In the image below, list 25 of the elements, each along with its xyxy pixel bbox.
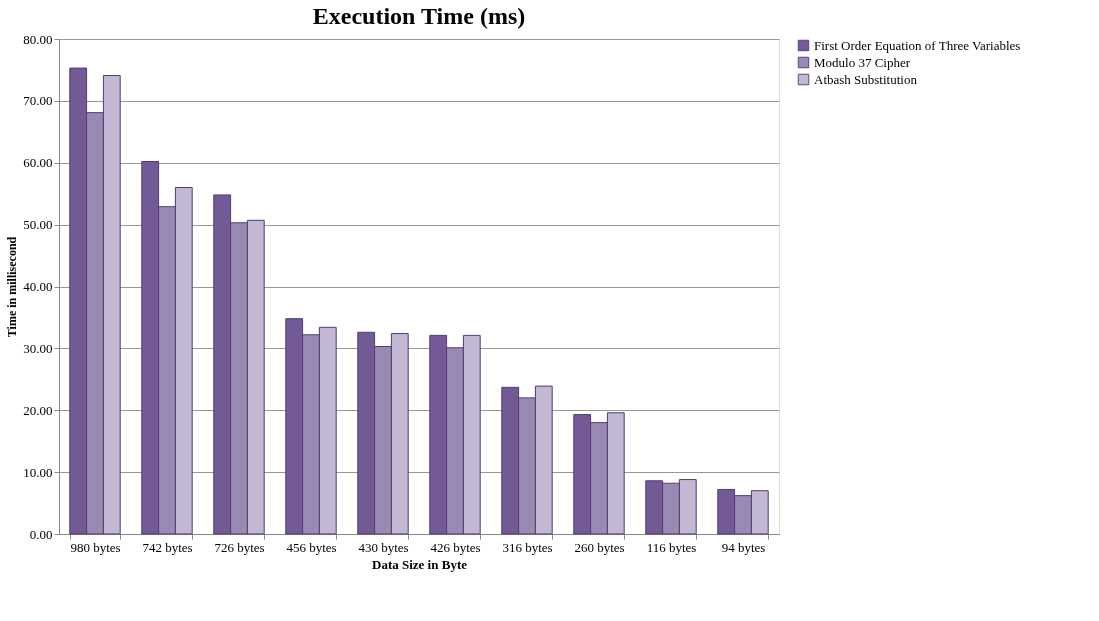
y-tick-label: 40.00 [23, 279, 53, 294]
x-tick-label: 726 bytes [214, 539, 265, 555]
x-tick-label: 94 bytes [721, 539, 766, 555]
y-tick-label: 60.00 [23, 155, 53, 171]
legend-label: Modulo 37 Cipher [814, 54, 911, 70]
x-tick-label: 980 bytes [70, 539, 121, 555]
y-tick-label: 70.00 [23, 93, 53, 109]
x-tick-label: 260 bytes [574, 539, 625, 555]
legend-label: First Order Equation of Three Variables [814, 37, 1021, 53]
y-tick-label: 10.00 [23, 464, 53, 480]
x-axis-title: Data Size in Byte [372, 556, 468, 572]
x-tick-label: 742 bytes [142, 539, 193, 555]
y-axis-title: Time in millisecond [5, 236, 20, 338]
y-tick-label: 50.00 [23, 217, 53, 233]
x-tick-label: 426 bytes [430, 539, 481, 555]
chart-title: Execution Time (ms) [312, 3, 526, 29]
y-tick-label: 80.00 [23, 31, 53, 47]
x-tick-label: 116 bytes [646, 539, 697, 555]
y-tick-label: 20.00 [23, 402, 53, 418]
y-tick-label: 30.00 [23, 340, 53, 356]
x-tick-label: 456 bytes [286, 539, 337, 555]
x-tick-label: 316 bytes [502, 539, 553, 555]
x-tick-label: 430 bytes [358, 539, 409, 555]
legend-label: Atbash Substitution [814, 71, 918, 87]
y-tick-label: 0.00 [29, 526, 53, 542]
